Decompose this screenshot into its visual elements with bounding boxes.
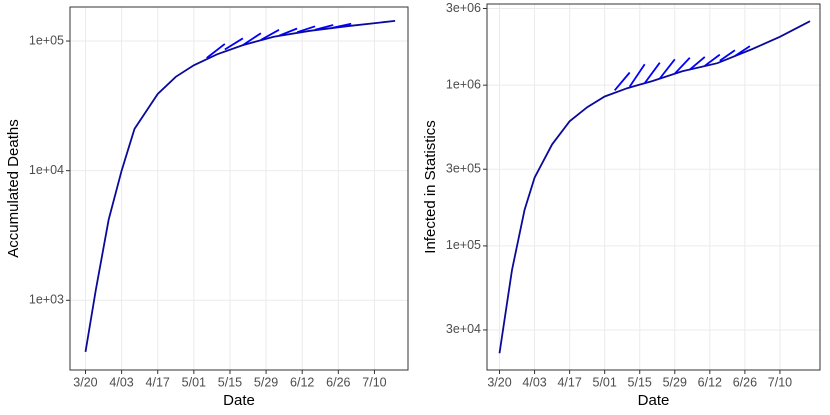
data-line bbox=[84, 20, 396, 353]
x-tick-label: 4/17 bbox=[557, 375, 581, 389]
data-line bbox=[242, 32, 262, 46]
x-tick-label: 5/29 bbox=[254, 375, 278, 389]
data-line bbox=[498, 20, 811, 354]
y-axis-title: Infected in Statistics bbox=[422, 120, 439, 253]
panel-border bbox=[486, 3, 821, 371]
data-line bbox=[674, 57, 691, 75]
y-tick-label: 3e+05 bbox=[446, 162, 481, 176]
x-tick-label: 4/17 bbox=[146, 375, 170, 389]
x-tick-label: 5/01 bbox=[593, 375, 617, 389]
data-line bbox=[260, 29, 280, 41]
panel-border bbox=[69, 6, 409, 371]
x-axis-title: Date bbox=[223, 392, 255, 409]
data-line bbox=[333, 22, 352, 29]
y-tick-label: 1e+03 bbox=[29, 293, 64, 307]
x-tick-label: 6/12 bbox=[698, 375, 722, 389]
x-tick-label: 5/15 bbox=[628, 375, 652, 389]
x-tick-label: 3/20 bbox=[487, 375, 511, 389]
x-tick-label: 7/10 bbox=[768, 375, 792, 389]
y-tick-label: 3e+04 bbox=[446, 322, 481, 336]
y-tick-label: 1e+05 bbox=[446, 238, 481, 252]
y-tick-label: 1e+06 bbox=[446, 77, 481, 91]
x-tick-label: 5/01 bbox=[182, 375, 206, 389]
y-tick-label: 3e+06 bbox=[446, 1, 481, 15]
data-line bbox=[614, 71, 631, 91]
x-tick-label: 4/03 bbox=[109, 375, 133, 389]
data-line bbox=[628, 63, 646, 88]
x-tick-label: 5/15 bbox=[218, 375, 242, 389]
x-tick-label: 6/26 bbox=[733, 375, 757, 389]
x-tick-label: 5/29 bbox=[663, 375, 687, 389]
data-line bbox=[224, 37, 244, 51]
data-line bbox=[296, 25, 316, 34]
data-line bbox=[643, 62, 661, 84]
x-tick-label: 7/10 bbox=[362, 375, 386, 389]
data-line bbox=[734, 45, 751, 57]
y-axis-title: Accumulated Deaths bbox=[5, 119, 22, 257]
x-tick-label: 4/03 bbox=[522, 375, 546, 389]
x-tick-label: 3/20 bbox=[73, 375, 97, 389]
data-line bbox=[704, 53, 721, 67]
x-axis-title: Date bbox=[638, 392, 670, 409]
x-tick-label: 6/26 bbox=[326, 375, 350, 389]
data-line bbox=[689, 56, 706, 71]
x-tick-label: 6/12 bbox=[290, 375, 314, 389]
y-tick-label: 1e+04 bbox=[29, 163, 64, 177]
data-line bbox=[278, 27, 298, 37]
data-line bbox=[206, 43, 226, 59]
data-line bbox=[314, 24, 334, 31]
y-tick-label: 1e+05 bbox=[29, 33, 64, 47]
data-line bbox=[719, 49, 736, 62]
data-line bbox=[659, 58, 676, 80]
